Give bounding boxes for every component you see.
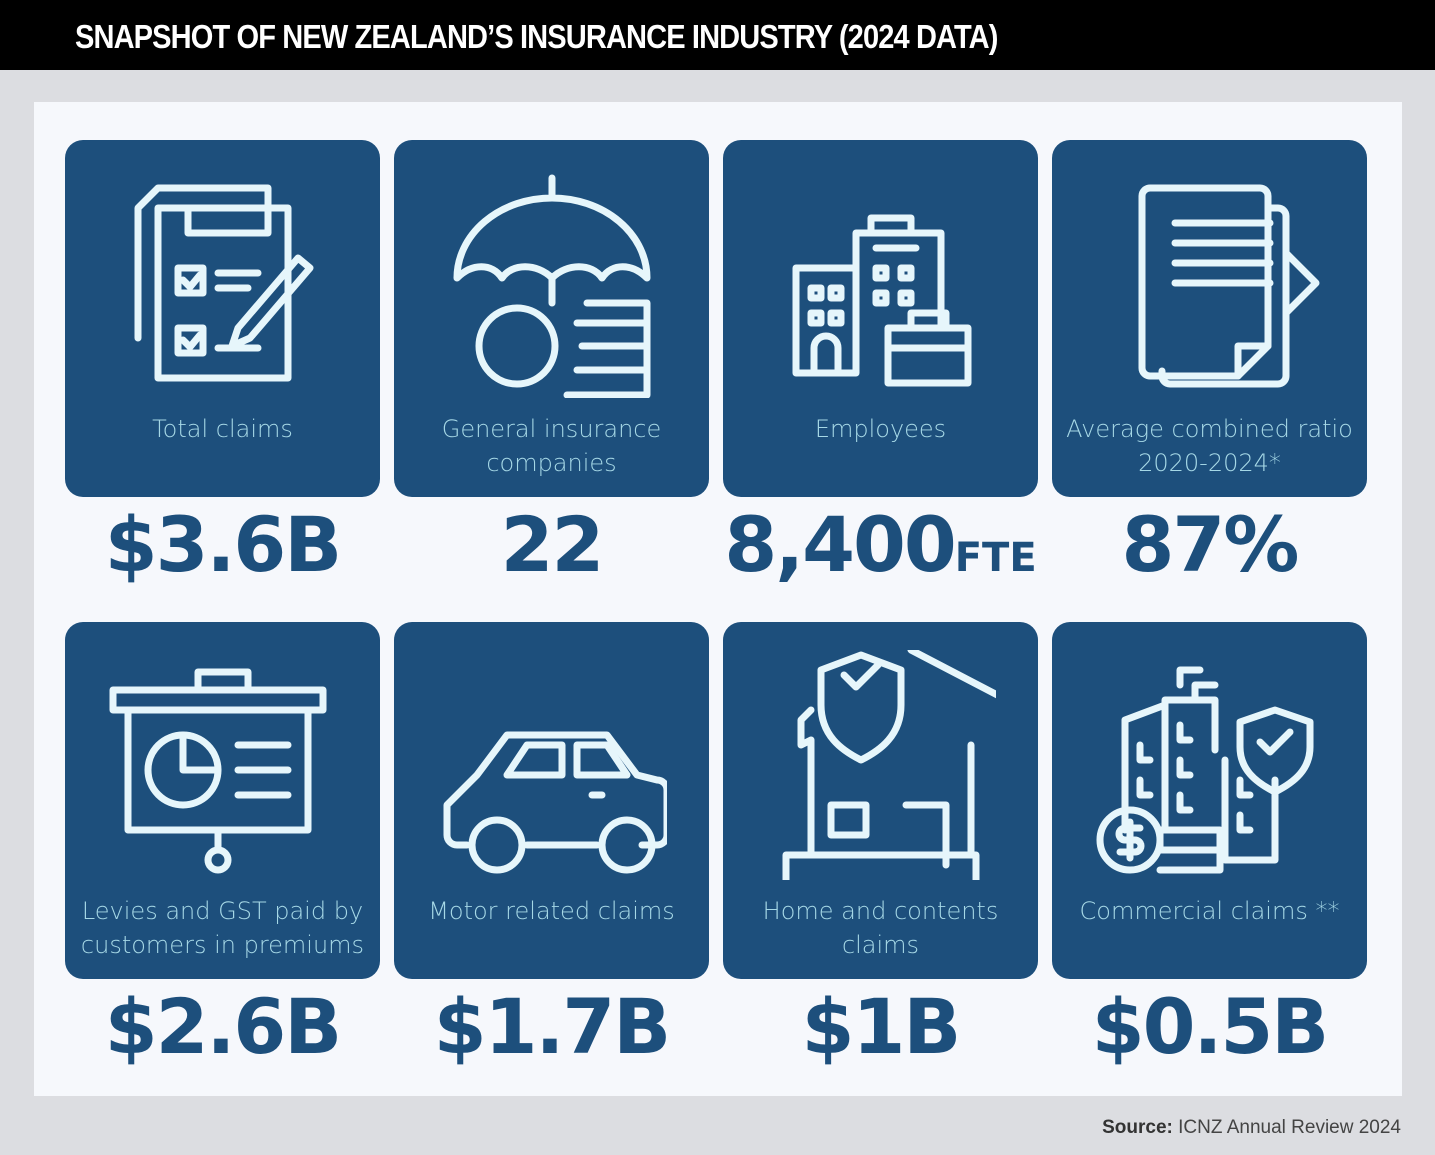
umbrella-coins-icon <box>453 174 650 398</box>
office-buildings-icon <box>792 214 971 387</box>
stat-value: $2.6B <box>104 982 342 1071</box>
stat-card-commercial-claims: Commercial claims ** <box>1052 622 1367 979</box>
commercial-building-icon <box>1096 666 1313 874</box>
stat-value: 22 <box>500 500 605 589</box>
source-note: Source: ICNZ Annual Review 2024 <box>1102 1117 1401 1139</box>
stat-value: $3.6B <box>104 500 342 589</box>
stat-label: Commercial claims ** <box>1079 897 1340 925</box>
stat-card-employees: Employees <box>723 140 1038 497</box>
header-bar: SNAPSHOT OF NEW ZEALAND’S INSURANCE INDU… <box>0 0 1435 70</box>
stat-card-motor-claims: Motor related claims <box>394 622 709 979</box>
claims-form-icon <box>134 184 313 382</box>
stat-card-home-contents-claims: Home and contents claims <box>723 622 1038 979</box>
stat-value: 8,400FTE <box>723 500 1038 589</box>
presentation-board-icon <box>109 668 326 874</box>
stat-card-average-combined-ratio: Average combined ratio 2020-2024* <box>1052 140 1367 497</box>
stat-value-unit: FTE <box>954 535 1037 581</box>
stat-value: $1.7B <box>433 982 671 1071</box>
stat-label: Employees <box>814 415 947 443</box>
source-prefix: Source: <box>1102 1117 1173 1138</box>
stat-label: Home and contents claims <box>762 897 999 959</box>
source-text: ICNZ Annual Review 2024 <box>1178 1117 1401 1138</box>
stat-label: Levies and GST paid by customers in prem… <box>80 897 365 959</box>
stat-value: 87% <box>1121 500 1300 589</box>
page-title: SNAPSHOT OF NEW ZEALAND’S INSURANCE INDU… <box>75 18 998 55</box>
stat-value-number: 8,400 <box>724 500 956 589</box>
stat-card-total-claims: Total claims <box>65 140 380 497</box>
stat-card-levies-gst: Levies and GST paid by customers in prem… <box>65 622 380 979</box>
stat-label: Average combined ratio 2020-2024* <box>1066 415 1353 477</box>
stat-card-general-insurance-companies: General insurance companies <box>394 140 709 497</box>
car-icon <box>443 731 667 874</box>
stat-label: General insurance companies <box>441 415 662 477</box>
stat-label: Motor related claims <box>428 897 675 925</box>
stat-value: $1B <box>801 982 962 1071</box>
stat-label: Total claims <box>152 415 293 443</box>
document-icon <box>1138 184 1319 388</box>
stat-value: $0.5B <box>1091 982 1329 1071</box>
house-shield-icon <box>782 650 996 880</box>
